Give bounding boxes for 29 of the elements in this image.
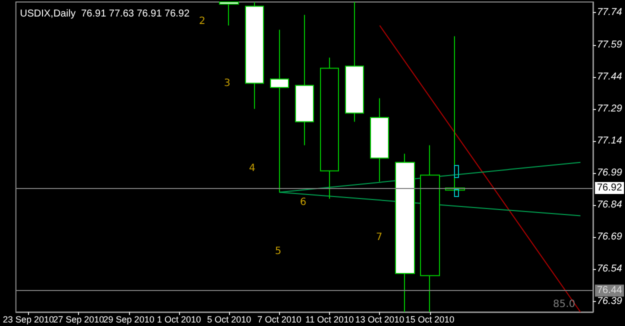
x-tick-label: 29 Sep 2010 — [103, 314, 154, 324]
y-tick-label: 76.84 — [596, 200, 622, 211]
ref-line-label: 76.92 — [596, 182, 622, 194]
x-tick-label: 15 Oct 2010 — [405, 314, 454, 324]
y-tick-label: 77.59 — [596, 39, 622, 50]
x-tick-label: 7 Oct 2010 — [257, 314, 302, 324]
annotation: 3 — [224, 78, 230, 89]
x-tick-label: 23 Sep 2010 — [2, 314, 54, 324]
text: USDIX,Daily 76.91 77.63 76.91 76.92 — [20, 8, 190, 20]
y-tick-label: 77.44 — [596, 71, 622, 82]
annotation: 4 — [249, 163, 256, 174]
ref-line-label: 76.44 — [596, 285, 622, 296]
x-tick-label: 5 Oct 2010 — [207, 314, 252, 324]
x-tick-label: 11 Oct 2010 — [305, 314, 354, 324]
x-tick-label: 27 Sep 2010 — [53, 314, 104, 324]
y-tick-label: 77.14 — [596, 135, 622, 146]
y-tick-label: 76.54 — [596, 264, 622, 275]
y-tick-label: 76.39 — [596, 296, 622, 307]
y-tick-label: 76.69 — [596, 232, 622, 243]
x-tick-label: 1 Oct 2010 — [156, 314, 201, 324]
y-tick-label: 76.99 — [596, 168, 622, 179]
annotation: 7 — [376, 232, 382, 243]
annotation: 5 — [275, 246, 282, 257]
x-tick-label: 13 Oct 2010 — [355, 314, 404, 324]
annotation: 85.0 — [553, 299, 576, 310]
annotation: 6 — [300, 197, 306, 208]
annotation: 2 — [199, 16, 206, 27]
y-tick-label: 77.74 — [596, 7, 622, 18]
y-tick-label: 77.29 — [596, 103, 622, 114]
